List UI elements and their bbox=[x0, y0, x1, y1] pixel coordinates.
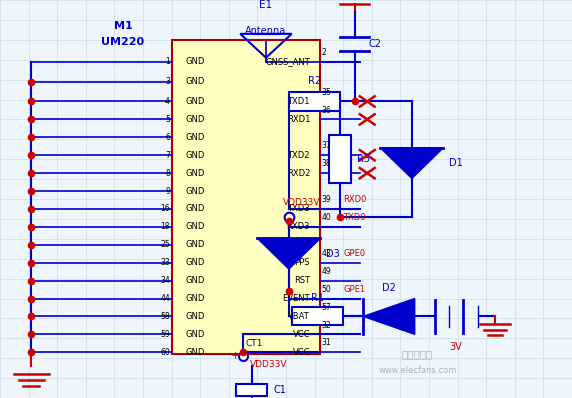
Polygon shape bbox=[363, 298, 415, 334]
Text: TXD3: TXD3 bbox=[287, 205, 310, 213]
Text: 16: 16 bbox=[160, 205, 170, 213]
Text: 3V: 3V bbox=[450, 342, 463, 352]
Text: GND: GND bbox=[186, 312, 205, 321]
Text: 49: 49 bbox=[321, 267, 331, 276]
Text: GND: GND bbox=[186, 115, 205, 124]
Text: RXD0: RXD0 bbox=[343, 195, 367, 204]
Text: TXD1: TXD1 bbox=[288, 97, 310, 106]
Text: GND: GND bbox=[186, 276, 205, 285]
Text: R3: R3 bbox=[357, 154, 370, 164]
Text: 8: 8 bbox=[165, 169, 170, 178]
Text: D1: D1 bbox=[449, 158, 463, 168]
Text: 40: 40 bbox=[321, 213, 331, 222]
Text: C2: C2 bbox=[369, 39, 382, 49]
Text: 50: 50 bbox=[321, 285, 331, 294]
Text: UM220: UM220 bbox=[101, 37, 145, 47]
Text: GND: GND bbox=[186, 348, 205, 357]
Text: 9: 9 bbox=[165, 187, 170, 195]
Text: GND: GND bbox=[186, 57, 205, 66]
Text: RXD3: RXD3 bbox=[287, 222, 310, 231]
Text: 电子发烧友: 电子发烧友 bbox=[402, 349, 433, 359]
Text: 5: 5 bbox=[165, 115, 170, 124]
Text: 3: 3 bbox=[165, 77, 170, 86]
Text: GND: GND bbox=[186, 294, 205, 303]
Text: www.elecfans.com: www.elecfans.com bbox=[378, 366, 457, 375]
Bar bbox=[172, 40, 320, 354]
Text: GND: GND bbox=[186, 330, 205, 339]
Text: GND: GND bbox=[186, 258, 205, 267]
Text: 4: 4 bbox=[165, 97, 170, 106]
Text: 2: 2 bbox=[321, 48, 326, 57]
Text: TXD0: TXD0 bbox=[343, 213, 366, 222]
Text: 33: 33 bbox=[160, 258, 170, 267]
Text: C1: C1 bbox=[273, 385, 286, 395]
Text: 34: 34 bbox=[160, 276, 170, 285]
Text: 18: 18 bbox=[160, 222, 170, 231]
Text: GND: GND bbox=[186, 222, 205, 231]
Text: 39: 39 bbox=[321, 195, 331, 204]
Text: GND: GND bbox=[186, 169, 205, 178]
Text: GND: GND bbox=[186, 133, 205, 142]
Text: R1: R1 bbox=[311, 293, 324, 303]
Text: 38: 38 bbox=[321, 159, 331, 168]
Text: GND: GND bbox=[186, 151, 205, 160]
Text: GND: GND bbox=[186, 97, 205, 106]
Text: 58: 58 bbox=[160, 312, 170, 321]
Text: PPS: PPS bbox=[295, 258, 310, 267]
Text: R2: R2 bbox=[308, 76, 321, 86]
Text: 31: 31 bbox=[321, 338, 331, 347]
Text: GND: GND bbox=[186, 187, 205, 195]
Polygon shape bbox=[380, 148, 443, 178]
Text: 35: 35 bbox=[321, 88, 331, 97]
Text: TXD2: TXD2 bbox=[288, 151, 310, 160]
Text: VCC: VCC bbox=[292, 348, 310, 357]
Text: CT1: CT1 bbox=[246, 339, 263, 348]
Text: D3: D3 bbox=[326, 249, 340, 259]
Text: 1: 1 bbox=[165, 57, 170, 66]
Text: VDD33V: VDD33V bbox=[250, 360, 288, 369]
Text: GPE0: GPE0 bbox=[343, 249, 366, 258]
Text: 6: 6 bbox=[165, 133, 170, 142]
Text: GPE1: GPE1 bbox=[343, 285, 366, 294]
Text: VCC: VCC bbox=[292, 330, 310, 339]
Text: RXD1: RXD1 bbox=[287, 115, 310, 124]
Text: +: + bbox=[231, 351, 240, 361]
Text: 37: 37 bbox=[321, 141, 331, 150]
Text: 25: 25 bbox=[160, 240, 170, 249]
Text: RST: RST bbox=[294, 276, 310, 285]
Text: 44: 44 bbox=[160, 294, 170, 303]
Bar bbox=[236, 384, 267, 396]
Text: EVENT: EVENT bbox=[283, 294, 310, 303]
Text: 7: 7 bbox=[165, 151, 170, 160]
Text: VBAT: VBAT bbox=[288, 312, 310, 321]
Polygon shape bbox=[257, 238, 320, 269]
Text: 60: 60 bbox=[160, 348, 170, 357]
Text: GNSS_ANT: GNSS_ANT bbox=[265, 57, 310, 66]
Text: VDD33V: VDD33V bbox=[283, 198, 321, 207]
Text: 43: 43 bbox=[321, 249, 331, 258]
Text: E1: E1 bbox=[260, 0, 272, 10]
Text: GND: GND bbox=[186, 205, 205, 213]
Text: GND: GND bbox=[186, 77, 205, 86]
Text: Antenna: Antenna bbox=[245, 26, 287, 36]
Bar bbox=[329, 135, 351, 183]
Text: GND: GND bbox=[186, 240, 205, 249]
Text: M1: M1 bbox=[114, 21, 132, 31]
Bar bbox=[289, 92, 340, 111]
Text: 59: 59 bbox=[160, 330, 170, 339]
Text: 57: 57 bbox=[321, 302, 331, 312]
Text: RXD2: RXD2 bbox=[287, 169, 310, 178]
Text: D2: D2 bbox=[382, 283, 396, 293]
Bar bbox=[292, 307, 343, 326]
Text: 32: 32 bbox=[321, 320, 331, 330]
Text: 36: 36 bbox=[321, 105, 331, 115]
